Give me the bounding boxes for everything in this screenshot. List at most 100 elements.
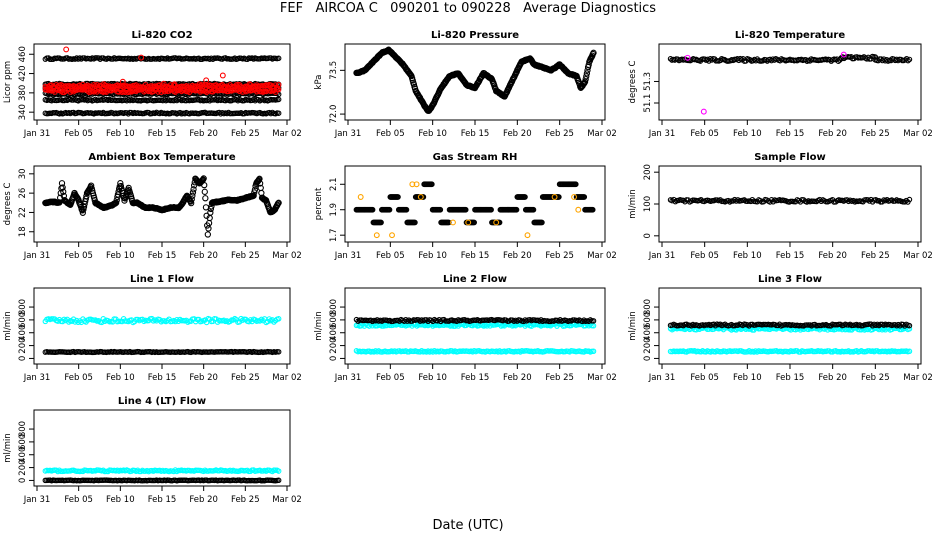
data-point [56, 199, 63, 206]
data-point [551, 194, 558, 200]
x-tick-label: Jan 31 [23, 495, 51, 505]
data-point [465, 219, 472, 226]
x-tick-label: Feb 25 [231, 373, 260, 383]
y-axis-label: degrees C [3, 183, 13, 226]
y-axis-label: ml/min [3, 433, 13, 463]
plot-area [667, 196, 913, 205]
y-tick-label: 51.1 [643, 94, 653, 113]
series-sample-2 [42, 86, 282, 96]
data-point [409, 181, 416, 188]
x-tick-label: Feb 25 [231, 129, 260, 139]
y-tick-label: 380 [18, 85, 28, 101]
chart-panel-3: Li-820 Temperature degrees C Jan 31 Feb 05 F… [628, 30, 933, 139]
data-point [378, 219, 384, 226]
y-tick-label: 800 [18, 421, 28, 437]
data-point [373, 232, 380, 239]
x-tick-label: Mar 02 [587, 373, 617, 383]
data-point [583, 73, 590, 80]
data-point [450, 219, 456, 226]
x-tick-label: Feb 25 [231, 251, 260, 261]
data-point [275, 316, 282, 322]
x-tick-label: Feb 25 [545, 373, 574, 383]
y-tick-label: 200 [643, 164, 653, 180]
data-point [113, 199, 120, 206]
x-tick-label: Feb 25 [231, 495, 260, 505]
x-tick-label: Jan 31 [648, 373, 676, 383]
chart-panel-10: Line 4 (LT) Flow ml/min Jan 31 Feb 05 Feb 10… [3, 396, 302, 505]
x-tick-label: Feb 20 [503, 373, 532, 383]
x-axis-label: Date (UTC) [432, 518, 504, 533]
chart-panel-5: Gas Stream RH percent Jan 31 Feb 05 Feb 10 Fe… [314, 152, 617, 261]
data-point [589, 206, 596, 213]
data-point [590, 348, 597, 354]
x-tick-label: Feb 20 [818, 251, 847, 261]
y-tick-label: 0 [643, 356, 653, 361]
data-point [575, 206, 582, 213]
x-tick-label: Jan 31 [23, 373, 51, 383]
x-tick-label: Feb 25 [861, 373, 890, 383]
data-point [496, 219, 503, 226]
plot-area [667, 51, 913, 115]
x-tick-label: Feb 10 [733, 251, 762, 261]
y-tick-label: 51.3 [643, 72, 653, 91]
chart-title: Line 1 Flow [130, 274, 194, 285]
x-tick-label: Mar 02 [903, 251, 933, 261]
chart-title: Li-820 Temperature [735, 30, 845, 41]
data-point [471, 219, 478, 226]
plot-area [42, 175, 282, 238]
data-point [171, 81, 178, 88]
y-tick-label: 26 [18, 188, 28, 199]
plot-frame [658, 43, 922, 121]
chart-panel-8: Line 2 Flow ml/min Jan 31 Feb 05 Feb 10 Feb 1… [314, 274, 617, 383]
data-point [513, 206, 520, 213]
y-tick-label: 0 [329, 356, 339, 361]
data-point [246, 81, 253, 88]
y-tick-label: 800 [643, 299, 653, 315]
data-point [488, 206, 494, 213]
data-point [188, 200, 195, 207]
data-point [256, 180, 264, 187]
series-level-1 [42, 55, 282, 63]
data-point [386, 206, 393, 213]
x-tick-label: Feb 20 [189, 495, 218, 505]
x-tick-label: Feb 20 [818, 373, 847, 383]
data-point [493, 219, 500, 226]
data-point [522, 194, 528, 200]
plot-area [353, 46, 597, 114]
series-pressure [353, 46, 597, 114]
data-point [160, 80, 167, 87]
chart-panel-1: Li-820 CO2 Licor ppm Jan 31 Feb 05 Feb 10 Feb… [3, 30, 302, 139]
data-point [60, 188, 67, 195]
x-tick-label: Feb 15 [148, 495, 177, 505]
data-point [389, 232, 395, 239]
data-point [585, 61, 592, 68]
data-point [572, 181, 579, 188]
data-point [275, 468, 282, 474]
x-tick-label: Feb 15 [776, 129, 805, 139]
series-level-5 [42, 96, 282, 104]
chart-panel-2: Li-820 Pressure kPa Jan 31 Feb 05 Feb 10 Feb … [314, 30, 617, 139]
data-point [70, 316, 77, 322]
x-tick-label: Feb 10 [106, 251, 135, 261]
series-rh-orange [357, 181, 582, 239]
plot-area [353, 181, 596, 239]
data-point [204, 231, 211, 238]
x-tick-label: Feb 05 [690, 129, 719, 139]
y-axis-label: degrees C [628, 61, 638, 104]
data-point [582, 76, 589, 83]
y-tick-label: 18 [18, 226, 28, 237]
data-point [571, 194, 578, 200]
x-tick-label: Feb 20 [189, 129, 218, 139]
x-tick-label: Feb 10 [418, 129, 447, 139]
data-point [189, 192, 196, 199]
data-point [79, 207, 86, 214]
y-axis-label: ml/min [628, 189, 638, 219]
x-tick-label: Feb 05 [64, 373, 93, 383]
data-point [590, 318, 597, 324]
x-tick-label: Mar 02 [272, 129, 302, 139]
y-tick-label: 600 [643, 312, 653, 328]
y-tick-label: 200 [18, 459, 28, 475]
chart-title: Li-820 CO2 [131, 30, 192, 41]
data-point [684, 54, 691, 61]
